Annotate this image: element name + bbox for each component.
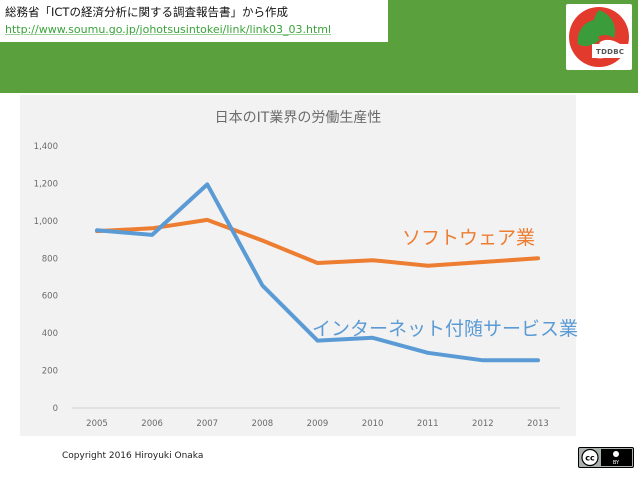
chart-panel: 日本のIT業界の労働生産性 0 200 400 600 800 1,000 1,200 1,4… xyxy=(20,95,579,436)
y-tick-label: 1,200 xyxy=(34,179,58,189)
cc-license-icon: cc BY xyxy=(580,448,632,467)
source-title: 総務省「ICTの経済分析に関する調査報告書」から作成 xyxy=(5,5,288,19)
x-tick-label: 2010 xyxy=(362,419,384,429)
series-label-software: ソフトウェア業 xyxy=(402,227,536,249)
source-box: 総務省「ICTの経済分析に関する調査報告書」から作成 http://www.so… xyxy=(0,0,388,42)
y-tick-label: 1,400 xyxy=(34,142,58,152)
y-tick-label: 800 xyxy=(42,254,58,264)
x-tick-label: 2005 xyxy=(86,419,108,429)
x-tick-label: 2008 xyxy=(252,419,274,429)
series-label-internet: インターネット付随サービス業 xyxy=(312,318,579,340)
source-link[interactable]: http://www.soumu.go.jp/johotsusintokei/l… xyxy=(5,23,332,36)
y-tick-label: 1,000 xyxy=(34,217,58,227)
x-tick-label: 2009 xyxy=(307,419,329,429)
tddbc-logo-icon xyxy=(569,7,630,67)
cc-label: cc xyxy=(585,454,595,463)
y-tick-label: 200 xyxy=(42,367,58,377)
x-tick-label: 2006 xyxy=(141,419,163,429)
x-tick-label: 2011 xyxy=(417,419,439,429)
x-tick-label: 2012 xyxy=(472,419,494,429)
x-tick-label: 2007 xyxy=(196,419,218,429)
copyright-notice: Copyright 2016 Hiroyuki Onaka xyxy=(62,451,204,461)
y-tick-label: 600 xyxy=(42,292,58,302)
line-chart: 0 200 400 600 800 1,000 1,200 1,400 2005 2006 200… xyxy=(34,142,560,429)
logo-text: TDDBC xyxy=(596,48,625,56)
x-tick-label: 2013 xyxy=(527,419,549,429)
tddbc-logo xyxy=(566,4,632,70)
y-tick-label: 400 xyxy=(42,329,58,339)
cc-license-badge[interactable]: cc BY xyxy=(578,447,634,468)
cc-by-label: BY xyxy=(613,460,620,466)
chart-title: 日本のIT業界の労働生産性 xyxy=(214,110,382,126)
y-tick-label: 0 xyxy=(53,404,58,414)
